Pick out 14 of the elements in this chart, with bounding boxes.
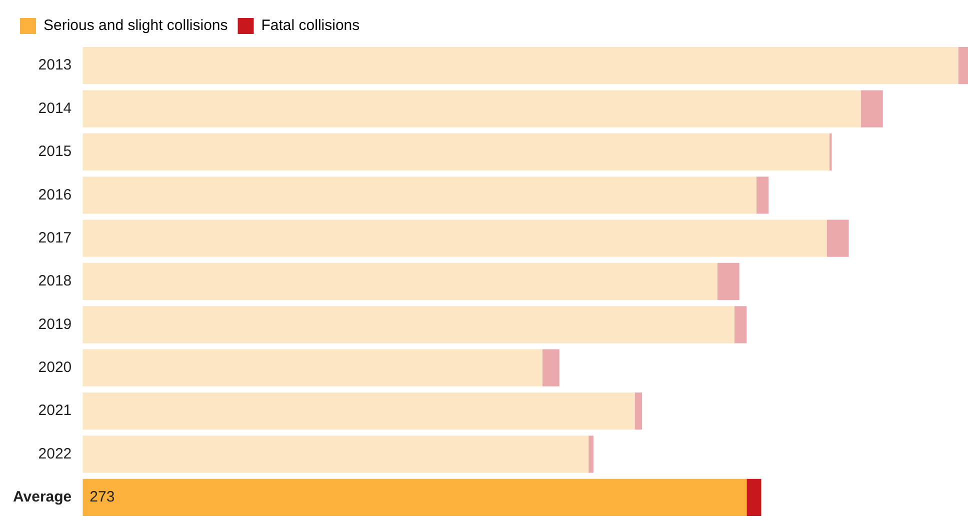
y-tick-label: 2020 (38, 359, 72, 376)
y-tick-label: 2019 (38, 316, 72, 333)
y-tick-label: 2018 (38, 272, 72, 290)
y-tick-label: 2016 (38, 186, 72, 204)
legend-label: Fatal collisions (261, 17, 360, 34)
y-tick-label: 2015 (38, 143, 72, 160)
y-tick-label: 2022 (38, 445, 72, 462)
y-tick-label: 2017 (38, 229, 72, 246)
y-tick-label: 2021 (38, 402, 72, 420)
data-label: 273 (90, 488, 115, 506)
y-tick-label: 2013 (38, 56, 72, 74)
y-tick-label: 2014 (38, 100, 72, 117)
legend-label: Serious and slight collisions (44, 17, 228, 34)
y-tick-label: Average (12, 488, 72, 506)
